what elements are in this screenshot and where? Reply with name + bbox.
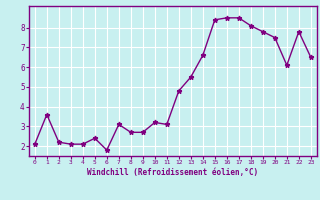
X-axis label: Windchill (Refroidissement éolien,°C): Windchill (Refroidissement éolien,°C) [87, 168, 258, 177]
